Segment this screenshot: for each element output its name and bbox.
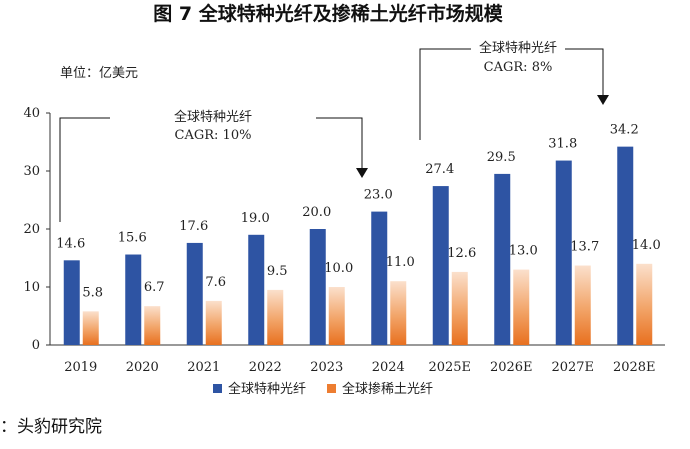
x-tick-label: 2024: [372, 360, 405, 375]
cagr-annotation-1: 全球特种光纤 CAGR: 10%: [59, 109, 368, 222]
bar-special-fiber-2025E: [432, 186, 449, 345]
bar-special-fiber-2023: [309, 229, 326, 345]
unit-label: 单位：亿美元: [60, 66, 138, 81]
legend-swatch-series-0: [213, 384, 222, 393]
data-label-special-fiber: 14.6: [56, 236, 85, 251]
y-tick-label: 0: [32, 338, 40, 353]
data-label-special-fiber: 31.8: [548, 137, 577, 152]
x-tick-label: 2022: [249, 360, 282, 375]
bar-special-fiber-2020: [125, 254, 142, 345]
data-label-special-fiber: 20.0: [302, 205, 331, 220]
chart-labels: 2019 14.6 5.8 2020 15.6 6.7 2021 17.6 7.6 2022 19.…: [56, 123, 660, 375]
data-label-special-fiber: 29.5: [487, 150, 516, 165]
bar-special-fiber-2026E: [494, 173, 511, 345]
chart-title: 图 7 全球特种光纤及掺稀土光纤市场规模: [153, 2, 503, 25]
data-label-special-fiber: 27.4: [425, 162, 454, 177]
x-tick-label: 2025E: [428, 360, 471, 375]
y-tick-label: 10: [23, 280, 40, 295]
data-label-rare-earth-fiber: 9.5: [267, 264, 288, 279]
x-tick-label: 2027E: [551, 360, 594, 375]
bar-rare-earth-fiber-2025E: [451, 271, 468, 345]
bar-rare-earth-fiber-2020: [144, 306, 161, 345]
bar-rare-earth-fiber-2022: [267, 289, 284, 345]
cagr-value-2: CAGR: 8%: [484, 60, 553, 75]
bar-special-fiber-2019: [63, 260, 80, 345]
chart-legend: 全球特种光纤 全球掺稀土光纤: [213, 381, 433, 397]
bar-rare-earth-fiber-2023: [328, 287, 345, 345]
data-label-special-fiber: 23.0: [364, 188, 393, 203]
bar-special-fiber-2027E: [555, 160, 572, 345]
source-text: ：头豹研究院: [0, 417, 102, 437]
cagr-arrow-1: [356, 168, 368, 178]
cagr-bracket-1: [59, 117, 363, 222]
bar-rare-earth-fiber-2019: [82, 311, 99, 345]
cagr-series-label-2: 全球特种光纤: [479, 40, 557, 56]
bar-rare-earth-fiber-2024: [390, 281, 407, 345]
x-tick-label: 2028E: [613, 360, 656, 375]
data-label-special-fiber: 15.6: [118, 231, 147, 246]
data-label-special-fiber: 19.0: [241, 211, 270, 226]
bar-special-fiber-2022: [248, 234, 265, 345]
data-label-rare-earth-fiber: 11.0: [386, 255, 415, 270]
bar-rare-earth-fiber-2028E: [636, 263, 653, 345]
cagr-value-1: CAGR: 10%: [175, 128, 252, 143]
data-label-special-fiber: 17.6: [179, 219, 208, 234]
data-label-rare-earth-fiber: 6.7: [144, 280, 165, 295]
data-label-rare-earth-fiber: 13.0: [509, 244, 538, 259]
bar-rare-earth-fiber-2026E: [513, 269, 530, 345]
data-label-rare-earth-fiber: 7.6: [205, 275, 226, 290]
cagr-bracket-2: [419, 48, 604, 140]
legend-swatch-series-1: [327, 384, 336, 393]
chart-bars: [63, 146, 653, 345]
bar-special-fiber-2024: [371, 211, 388, 345]
data-label-rare-earth-fiber: 12.6: [447, 246, 476, 261]
data-label-rare-earth-fiber: 10.0: [324, 261, 353, 276]
bar-rare-earth-fiber-2021: [205, 300, 222, 345]
x-tick-label: 2020: [126, 360, 159, 375]
bar-rare-earth-fiber-2027E: [574, 265, 591, 345]
x-tick-label: 2026E: [490, 360, 533, 375]
data-label-rare-earth-fiber: 5.8: [82, 285, 103, 300]
cagr-annotation-2: 全球特种光纤 CAGR: 8%: [419, 40, 609, 140]
y-tick-label: 20: [23, 222, 40, 237]
x-tick-label: 2021: [187, 360, 220, 375]
legend-label-series-0: 全球特种光纤: [228, 381, 306, 397]
x-tick-label: 2019: [64, 360, 97, 375]
bar-special-fiber-2021: [186, 242, 203, 345]
y-tick-label: 40: [23, 106, 40, 121]
cagr-arrow-2: [597, 95, 609, 105]
data-label-special-fiber: 34.2: [610, 123, 639, 138]
bar-special-fiber-2028E: [617, 146, 634, 345]
y-tick-label: 30: [23, 164, 40, 179]
data-label-rare-earth-fiber: 13.7: [570, 240, 599, 255]
data-label-rare-earth-fiber: 14.0: [632, 238, 661, 253]
legend-label-series-1: 全球掺稀土光纤: [342, 381, 433, 397]
cagr-series-label-1: 全球特种光纤: [174, 109, 252, 125]
x-tick-label: 2023: [310, 360, 343, 375]
